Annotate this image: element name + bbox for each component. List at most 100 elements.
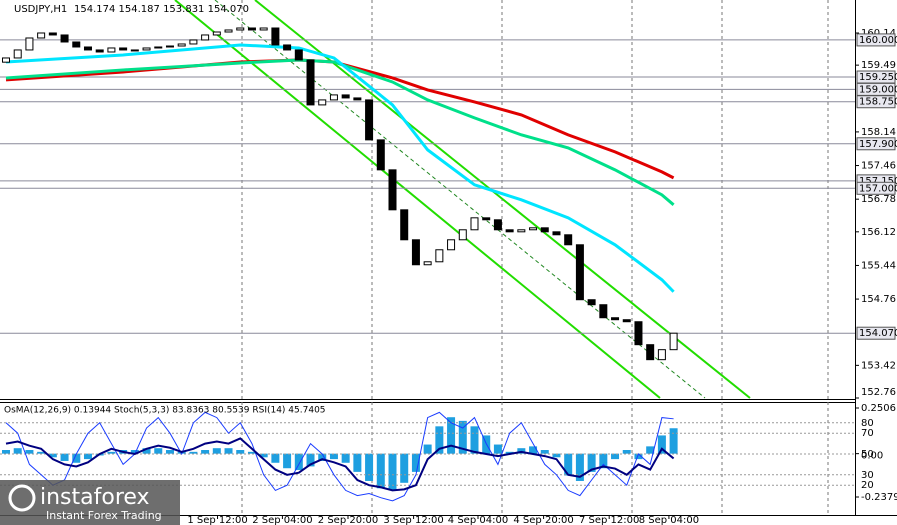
candle-body bbox=[201, 34, 210, 41]
osma-bar bbox=[458, 420, 467, 454]
osma-bar bbox=[423, 444, 432, 454]
candle-body bbox=[564, 234, 573, 246]
candle-body bbox=[259, 27, 268, 31]
osma-bar bbox=[318, 453, 327, 461]
osma-bar bbox=[622, 450, 631, 454]
osma-bar bbox=[587, 453, 596, 472]
osma-bar bbox=[564, 453, 573, 476]
x-tick-label: 3 Sep 12:00 bbox=[383, 515, 443, 525]
level-label: 154.070 bbox=[859, 328, 897, 339]
watermark-sub: Instant Forex Trading bbox=[46, 509, 162, 522]
candle-body bbox=[400, 209, 409, 241]
osma-bar bbox=[37, 451, 46, 454]
candle-body bbox=[540, 227, 549, 233]
candle-body bbox=[130, 49, 139, 52]
x-tick-label: 2 Sep 04:00 bbox=[252, 515, 312, 525]
channel-midline bbox=[214, 0, 706, 399]
osma-bar bbox=[493, 444, 502, 454]
x-tick-label: 8 Sep 04:00 bbox=[639, 515, 699, 525]
osma-bar bbox=[25, 450, 34, 454]
osma-bar bbox=[411, 453, 420, 472]
ohlc-header: 154.174 154.187 153.831 154.070 bbox=[74, 4, 249, 15]
osma-bar bbox=[224, 448, 233, 454]
osma-bar bbox=[329, 453, 338, 460]
y-tick-label: 152.76 bbox=[861, 387, 896, 398]
candle-body bbox=[37, 32, 46, 39]
candle-body bbox=[611, 317, 620, 321]
candle-body bbox=[95, 49, 104, 53]
osma-bar bbox=[470, 426, 479, 454]
y-tick-label: 158.14 bbox=[861, 127, 896, 138]
osma-bar bbox=[306, 453, 315, 467]
osma-bar bbox=[634, 453, 643, 460]
candle-body bbox=[83, 46, 92, 51]
osma-bar bbox=[435, 426, 444, 454]
level-label: 159.000 bbox=[859, 84, 897, 95]
level-label-box bbox=[856, 33, 896, 47]
y-tick-label: 159.49 bbox=[861, 60, 896, 71]
osma-bar bbox=[505, 451, 514, 454]
indicator-tick-label: 70 bbox=[861, 428, 874, 439]
level-label: 157.150 bbox=[859, 176, 897, 187]
candle-body bbox=[189, 39, 198, 45]
osma-bar bbox=[529, 446, 538, 454]
indicator-tick-label: 20 bbox=[861, 480, 874, 491]
candle-body bbox=[154, 46, 163, 49]
indicator-header: OsMA(12,26,9) 0.13944 Stoch(5,3,3) 83.83… bbox=[4, 406, 326, 416]
osma-bar bbox=[201, 450, 210, 454]
osma-bar bbox=[212, 448, 221, 454]
x-tick-label: 4 Sep 04:00 bbox=[448, 515, 508, 525]
candle-body bbox=[318, 99, 327, 106]
y-tick-label: 156.12 bbox=[861, 227, 896, 238]
level-label-box bbox=[856, 181, 896, 195]
osma-bar bbox=[236, 450, 245, 454]
osma-bar bbox=[247, 451, 256, 454]
level-label: 158.750 bbox=[859, 97, 897, 108]
channel-lines bbox=[174, 0, 751, 399]
candle-body bbox=[505, 229, 514, 233]
candle-body bbox=[165, 45, 174, 48]
candle-body bbox=[482, 217, 491, 221]
level-label: 157.900 bbox=[859, 139, 897, 150]
osma-bar bbox=[575, 453, 584, 481]
osma-bar bbox=[130, 450, 139, 454]
osma-bar bbox=[271, 453, 280, 463]
moving-average bbox=[5, 58, 675, 206]
level-label-box bbox=[856, 326, 896, 340]
osma-bar bbox=[48, 453, 57, 458]
osma-bar bbox=[353, 453, 362, 472]
osma-bar bbox=[599, 453, 608, 469]
candle-body bbox=[622, 319, 631, 323]
osma-bar bbox=[376, 453, 385, 489]
osma-bar bbox=[669, 428, 678, 454]
candle-body bbox=[224, 29, 233, 33]
candle-body bbox=[552, 231, 561, 236]
candle-body bbox=[25, 37, 34, 51]
candle-body bbox=[271, 27, 280, 46]
rsi-line bbox=[5, 437, 675, 492]
x-tick-label: 2 Sep 20:00 bbox=[318, 515, 378, 525]
candle-body bbox=[119, 47, 128, 51]
candle-body bbox=[669, 332, 678, 351]
candle-body bbox=[329, 94, 338, 101]
candle-body bbox=[447, 239, 456, 251]
candle-body bbox=[142, 47, 151, 51]
osma-bar bbox=[388, 453, 397, 491]
osma-bar bbox=[72, 453, 81, 463]
osma-tick-label: 0.2506 bbox=[861, 403, 896, 414]
level-label: 160.000 bbox=[859, 35, 897, 46]
osma-bar bbox=[154, 448, 163, 454]
y-tick-label: 156.78 bbox=[861, 194, 896, 205]
candle-body bbox=[236, 27, 245, 31]
candle-body bbox=[72, 41, 81, 48]
indicator-tick-label: 30 bbox=[861, 470, 874, 481]
candle-body bbox=[294, 49, 303, 61]
candle-body bbox=[587, 299, 596, 306]
candle-body bbox=[60, 34, 69, 43]
candle-body bbox=[423, 261, 432, 266]
candle-body bbox=[575, 244, 584, 301]
y-tick-label: 157.46 bbox=[861, 161, 896, 172]
osma-bar bbox=[259, 453, 268, 458]
osma-bar bbox=[400, 453, 409, 483]
